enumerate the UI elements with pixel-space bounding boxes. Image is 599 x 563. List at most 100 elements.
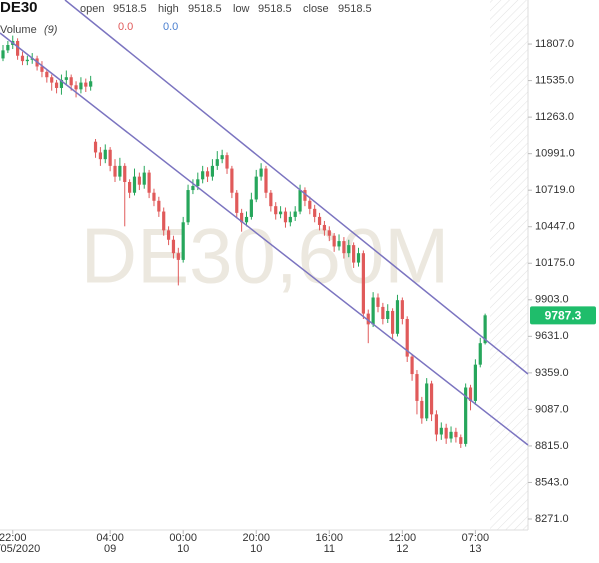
candle-body [128, 181, 132, 193]
candle-body [103, 149, 107, 160]
last-price-label: 9787.3 [545, 308, 582, 322]
watermark: DE30,60M [81, 212, 450, 300]
candle-body [303, 190, 307, 201]
candle-body [395, 300, 400, 334]
legend-label: low [233, 3, 250, 15]
x-tick-label: 20:00 [242, 532, 270, 544]
candle-body [459, 437, 463, 444]
candle-body [108, 149, 112, 166]
candle-body [74, 85, 78, 90]
x-tick-date: 12 [396, 543, 408, 555]
candle-body [230, 168, 234, 193]
candle-body [196, 179, 200, 187]
candle-body [210, 165, 215, 177]
candle-body [366, 313, 370, 325]
volume-value: 0.0 [163, 21, 178, 33]
candle-body [400, 300, 404, 319]
volume-value: 0.0 [118, 21, 133, 33]
volume-label: Volume [0, 24, 37, 36]
future-area [490, 0, 528, 530]
candle-body [429, 383, 434, 415]
x-tick-label: 12:00 [389, 532, 417, 544]
candle-body [322, 224, 327, 231]
channel-upper [64, 0, 529, 375]
legend-label: close [303, 3, 329, 15]
candle-body [6, 44, 10, 51]
candle-body [405, 318, 409, 357]
candle-body [444, 427, 448, 439]
candle-body [483, 315, 487, 344]
y-tick-label: 9359.0 [535, 367, 569, 379]
y-tick-label: 10991.0 [535, 148, 575, 160]
candle-body [162, 211, 166, 231]
x-tick-date: 10 [250, 543, 262, 555]
candle-body [352, 245, 356, 263]
candle-body [89, 81, 93, 87]
candle-body [293, 211, 297, 217]
candle-body [45, 71, 49, 78]
candle-body [464, 387, 468, 444]
y-tick-label: 9631.0 [535, 330, 569, 342]
candle-body [142, 172, 146, 185]
candle-body [381, 306, 385, 319]
x-tick-label: 04:00 [96, 532, 124, 544]
candle-body [454, 431, 458, 438]
legend-value: 9518.5 [188, 3, 222, 15]
candle-body [269, 192, 273, 207]
candle-body [434, 414, 439, 435]
symbol: DE30 [0, 0, 38, 16]
legend-label: high [158, 3, 179, 15]
x-tick-label: 16:00 [316, 532, 344, 544]
candle-body [337, 241, 341, 247]
candle-body [171, 239, 176, 254]
legend-value: 9518.5 [113, 3, 147, 15]
candle-body [118, 165, 122, 177]
y-tick-label: 10719.0 [535, 184, 575, 196]
candle-body [342, 241, 346, 254]
candle-body [225, 155, 229, 169]
x-tick-date: 09 [104, 543, 116, 555]
x-tick-label: 00:00 [169, 532, 197, 544]
candle-body [376, 297, 380, 307]
candle-body [132, 176, 137, 193]
candle-body [79, 82, 83, 90]
candle-body [25, 59, 29, 62]
y-tick-label: 9087.0 [535, 403, 569, 415]
candle-body [478, 343, 482, 365]
candle-body [50, 77, 54, 83]
candle-body [20, 55, 25, 62]
candle-body [98, 152, 102, 160]
candle-body [215, 159, 219, 166]
legend-value: 9518.5 [338, 3, 372, 15]
volume-period: (9) [44, 24, 58, 36]
candle-body [235, 192, 239, 213]
candle-body [40, 66, 44, 72]
legend-label: open [80, 3, 104, 15]
candle-body [347, 245, 351, 254]
y-tick-label: 11807.0 [535, 38, 574, 50]
y-tick-label: 10175.0 [535, 257, 575, 269]
candle-body [205, 171, 210, 177]
candle-body [59, 79, 64, 88]
candle-body [244, 216, 249, 223]
candle-body [240, 212, 244, 223]
channel-lower [0, 32, 529, 446]
candle-body [64, 77, 68, 80]
y-tick-label: 11263.0 [535, 111, 574, 123]
candle-body [220, 155, 224, 160]
candle-body [166, 230, 171, 240]
y-tick-label: 8543.0 [535, 476, 569, 488]
candle-body [415, 374, 419, 401]
x-tick-date: 10 [177, 543, 189, 555]
candle-body [1, 50, 5, 59]
candle-body [181, 222, 185, 260]
legend-value: 9518.5 [258, 3, 292, 15]
y-tick-label: 8815.0 [535, 440, 569, 452]
candle-body [157, 200, 161, 212]
candle-body [298, 190, 302, 212]
candle-body [327, 230, 331, 236]
candle-body [439, 427, 443, 435]
candle-body [186, 190, 190, 223]
candle-body [361, 253, 365, 314]
